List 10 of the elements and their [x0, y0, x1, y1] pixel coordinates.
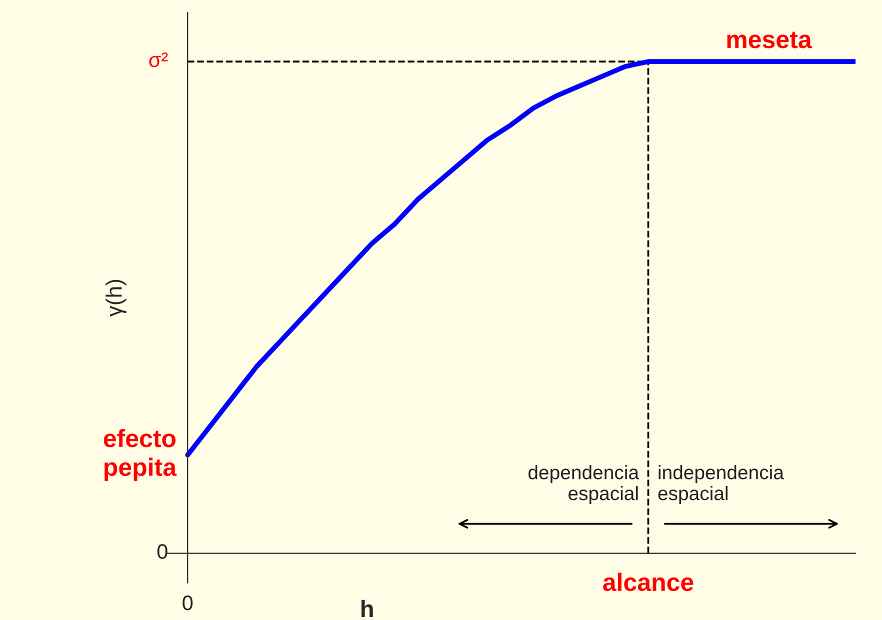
annotation: efecto pepita	[104, 428, 177, 481]
annotation: dependencia espacial	[528, 465, 640, 504]
x-axis-title: h	[362, 600, 373, 618]
text: 0	[182, 596, 193, 610]
y-axis-title: γ(h)	[106, 280, 126, 317]
text: 0	[157, 544, 168, 559]
text: alcance	[603, 572, 694, 592]
annotation: independencia espacial	[658, 465, 784, 504]
text: meseta	[727, 32, 812, 48]
annotation: σ²	[149, 52, 168, 68]
